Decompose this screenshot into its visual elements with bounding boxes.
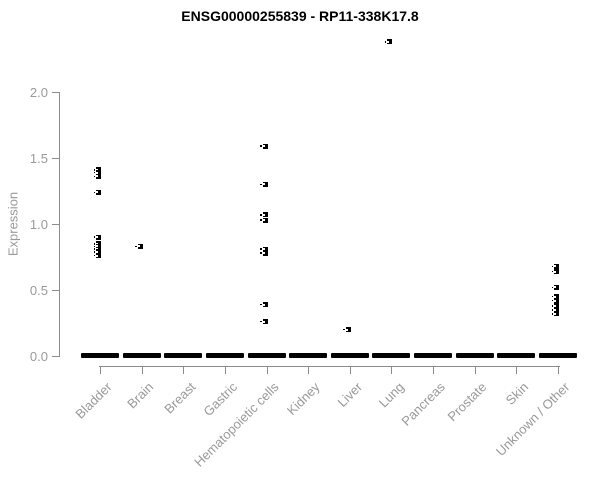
y-tick-label: 0.0 [29, 349, 48, 364]
zero-cluster-bar [414, 353, 453, 358]
zero-cluster-bar [164, 353, 203, 358]
data-point [260, 143, 268, 149]
data-point [260, 246, 268, 252]
x-axis-tick [141, 366, 143, 374]
x-axis-tick [183, 366, 185, 374]
data-point [93, 241, 101, 247]
y-axis-tick [52, 290, 60, 291]
x-tick-label: Liver [334, 379, 365, 410]
x-tick-label: Breast [161, 379, 199, 417]
data-point [384, 39, 393, 45]
zero-cluster-bar [205, 353, 244, 358]
data-point [93, 173, 101, 179]
data-point [551, 298, 559, 304]
y-axis-tick [52, 224, 60, 225]
x-axis-tick [266, 366, 268, 374]
data-point [260, 217, 268, 223]
data-point [551, 263, 559, 269]
data-point [343, 327, 351, 333]
x-axis-tick [558, 366, 559, 374]
data-point [93, 249, 101, 255]
data-point [260, 181, 268, 187]
x-axis-line [99, 366, 560, 367]
x-tick-label: Lung [375, 379, 407, 411]
zero-cluster-bar [455, 353, 494, 358]
x-axis-tick [308, 366, 310, 374]
x-tick-label: Kidney [284, 379, 324, 419]
data-point [260, 302, 268, 308]
data-point [135, 243, 143, 249]
y-axis-tick [52, 92, 60, 93]
y-axis-tick [52, 356, 60, 357]
zero-cluster-bar [497, 353, 536, 358]
data-point [93, 243, 101, 249]
zero-cluster-bar [289, 353, 328, 358]
x-axis-tick [100, 366, 101, 374]
data-point [551, 294, 559, 300]
y-tick-label: 1.5 [29, 151, 48, 166]
x-tick-label: Bladder [72, 379, 115, 422]
data-point [93, 167, 101, 173]
zero-cluster-bar [122, 353, 161, 358]
data-point [551, 307, 559, 313]
x-axis-tick [516, 366, 518, 374]
x-axis-tick [391, 366, 393, 374]
y-tick-label: 1.0 [29, 217, 48, 232]
data-point [551, 284, 559, 290]
x-tick-label: Skin [502, 379, 532, 408]
y-axis-tick [52, 158, 60, 159]
zero-cluster-bar [539, 353, 577, 358]
x-tick-label: Gastric [200, 379, 240, 420]
x-axis-tick [224, 366, 226, 374]
zero-cluster-bar [330, 353, 369, 358]
data-point [551, 269, 559, 275]
data-point [93, 246, 101, 252]
x-tick-label: Unknown / Other [493, 379, 573, 459]
x-axis-tick [349, 366, 351, 374]
data-point [93, 170, 101, 176]
data-point [93, 189, 101, 195]
data-point [551, 303, 559, 309]
chart-title: ENSG00000255839 - RP11-338K17.8 [181, 8, 419, 24]
x-tick-label: Brain [124, 379, 157, 412]
data-point [260, 250, 268, 256]
data-point [551, 311, 559, 317]
x-axis-tick [433, 366, 435, 374]
x-axis-tick [474, 366, 476, 374]
data-point [93, 253, 101, 259]
x-tick-label: Prostate [444, 379, 490, 425]
data-point [260, 319, 268, 325]
data-point [260, 212, 268, 218]
zero-cluster-bar [81, 353, 119, 358]
x-tick-label: Pancreas [398, 379, 448, 429]
zero-cluster-bar [372, 353, 411, 358]
y-tick-label: 2.0 [29, 85, 48, 100]
zero-cluster-bar [247, 353, 286, 358]
y-tick-label: 0.5 [29, 283, 48, 298]
data-point [93, 234, 101, 240]
